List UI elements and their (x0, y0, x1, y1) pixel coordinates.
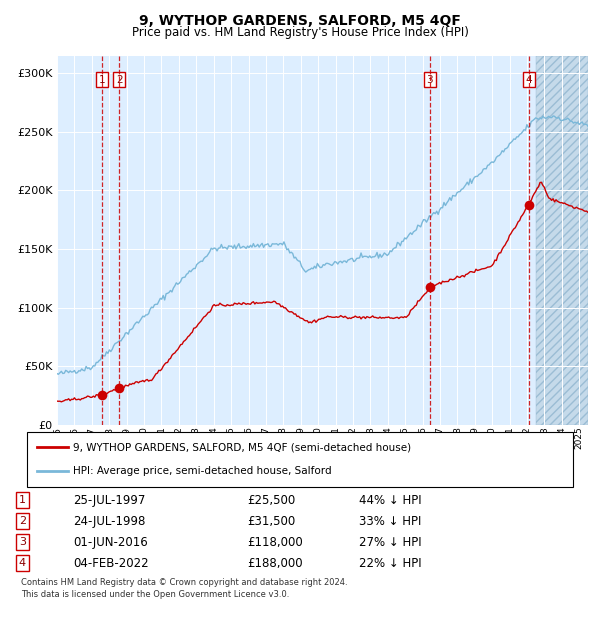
Text: 4: 4 (526, 75, 532, 85)
Text: HPI: Average price, semi-detached house, Salford: HPI: Average price, semi-detached house,… (73, 466, 332, 476)
Text: £188,000: £188,000 (247, 557, 303, 570)
Text: 22% ↓ HPI: 22% ↓ HPI (359, 557, 421, 570)
Text: 1: 1 (98, 75, 105, 85)
Text: 44% ↓ HPI: 44% ↓ HPI (359, 494, 421, 507)
Text: 01-JUN-2016: 01-JUN-2016 (74, 536, 148, 549)
Text: 9, WYTHOP GARDENS, SALFORD, M5 4QF: 9, WYTHOP GARDENS, SALFORD, M5 4QF (139, 14, 461, 28)
Text: £31,500: £31,500 (247, 515, 295, 528)
Text: £25,500: £25,500 (247, 494, 295, 507)
Text: Price paid vs. HM Land Registry's House Price Index (HPI): Price paid vs. HM Land Registry's House … (131, 26, 469, 39)
FancyBboxPatch shape (27, 432, 573, 487)
Text: 24-JUL-1998: 24-JUL-1998 (74, 515, 146, 528)
Text: 4: 4 (19, 558, 26, 568)
Text: 04-FEB-2022: 04-FEB-2022 (74, 557, 149, 570)
Text: 1: 1 (19, 495, 26, 505)
Text: 27% ↓ HPI: 27% ↓ HPI (359, 536, 421, 549)
Text: 33% ↓ HPI: 33% ↓ HPI (359, 515, 421, 528)
Text: 2: 2 (19, 516, 26, 526)
Text: £118,000: £118,000 (247, 536, 303, 549)
Text: Contains HM Land Registry data © Crown copyright and database right 2024.: Contains HM Land Registry data © Crown c… (21, 578, 347, 587)
Text: 25-JUL-1997: 25-JUL-1997 (74, 494, 146, 507)
Text: 2: 2 (116, 75, 122, 85)
Text: 3: 3 (19, 537, 26, 547)
Bar (536, 56, 588, 425)
Text: This data is licensed under the Open Government Licence v3.0.: This data is licensed under the Open Gov… (21, 590, 289, 600)
Text: 9, WYTHOP GARDENS, SALFORD, M5 4QF (semi-detached house): 9, WYTHOP GARDENS, SALFORD, M5 4QF (semi… (73, 443, 412, 453)
Text: 3: 3 (427, 75, 433, 85)
